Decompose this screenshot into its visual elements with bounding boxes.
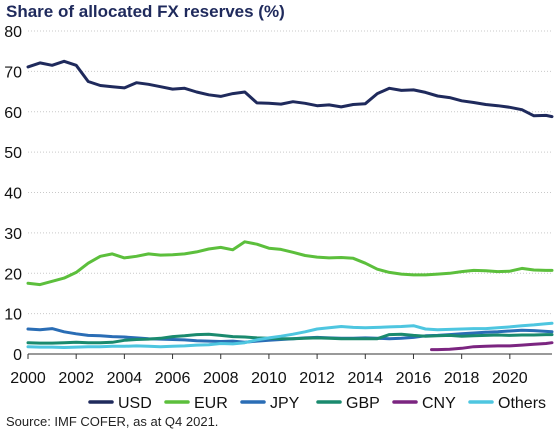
source-note: Source: IMF COFER, as at Q4 2021.: [6, 414, 219, 429]
legend: USD EUR JPY GBP CNY Others: [88, 395, 546, 412]
series-line-eur: [26, 240, 554, 287]
chart-title: Share of allocated FX reserves (%): [6, 2, 285, 21]
x-tick-label: 2016: [396, 370, 432, 387]
y-tick-label: 30: [4, 226, 22, 243]
series-line-gbp: [26, 332, 554, 345]
x-tick-label: 2012: [299, 370, 335, 387]
x-tick-label: 2004: [107, 370, 143, 387]
x-axis-ticks: 2000 2002 2004 2006 2008 2010 2012 2014 2016 2018…: [10, 354, 528, 387]
x-tick-label: 2008: [203, 370, 239, 387]
y-tick-label: 60: [4, 105, 22, 122]
y-tick-label: 20: [4, 266, 22, 283]
series-lines: [26, 59, 554, 352]
series-line-others: [26, 321, 554, 349]
y-tick-label: 70: [4, 64, 22, 81]
x-tick-label: 2002: [58, 370, 94, 387]
x-tick-label: 2014: [347, 370, 383, 387]
series-line-usd: [26, 59, 554, 119]
x-tick-label: 2020: [492, 370, 528, 387]
y-axis-ticks: 0 10 20 30 40 50 60 70 80: [4, 24, 22, 364]
y-tick-label: 0: [13, 347, 22, 364]
legend-label-gbp: GBP: [346, 395, 380, 412]
x-tick-label: 2018: [444, 370, 480, 387]
legend-label-eur: EUR: [194, 395, 228, 412]
y-tick-label: 80: [4, 24, 22, 41]
y-tick-label: 50: [4, 145, 22, 162]
legend-label-jpy: JPY: [270, 395, 300, 412]
x-tick-label: 2006: [155, 370, 191, 387]
series-line-cny: [430, 341, 554, 352]
y-tick-label: 10: [4, 307, 22, 324]
legend-label-usd: USD: [118, 395, 152, 412]
y-tick-label: 40: [4, 186, 22, 203]
legend-label-cny: CNY: [422, 395, 456, 412]
gridlines: [28, 30, 552, 355]
x-tick-label: 2000: [10, 370, 46, 387]
x-tick-label: 2010: [251, 370, 287, 387]
legend-label-others: Others: [498, 395, 546, 412]
